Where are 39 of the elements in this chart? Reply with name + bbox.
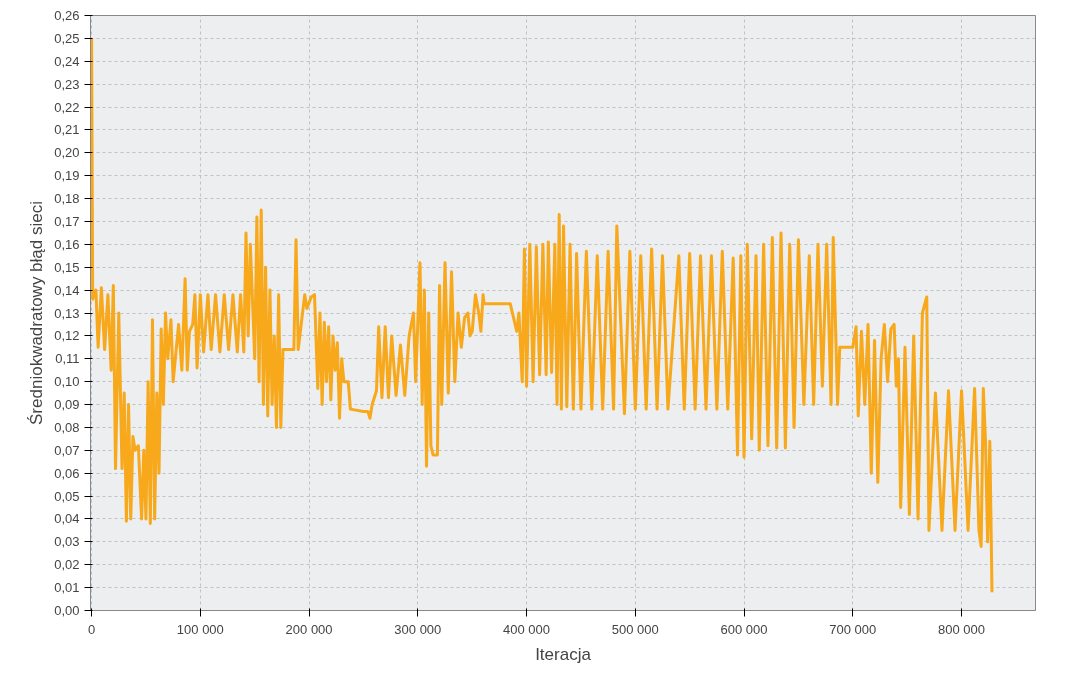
y-tick-label: 0,10 — [54, 374, 80, 390]
y-tick-label: 0,05 — [54, 488, 80, 504]
y-tick-label: 0,03 — [54, 534, 80, 550]
y-tick-label: 0,04 — [54, 511, 80, 527]
x-tick-label: 700 000 — [829, 621, 877, 637]
y-tick-label: 0,14 — [54, 282, 80, 298]
y-tick-label: 0,18 — [54, 191, 80, 207]
y-tick-label: 0,01 — [54, 580, 80, 596]
y-axis-title: Średniokwadratowy błąd sieci — [27, 201, 47, 425]
y-tick-label: 0,15 — [54, 259, 80, 275]
y-tick-label: 0,00 — [54, 603, 80, 618]
x-tick-label: 600 000 — [720, 621, 768, 637]
y-tick-label: 0,25 — [54, 30, 80, 46]
y-tick-label: 0,19 — [54, 168, 80, 184]
y-tick-label: 0,06 — [54, 465, 80, 481]
y-tick-label: 0,07 — [54, 442, 80, 458]
y-tick-label: 0,16 — [54, 236, 80, 252]
y-tick-label: 0,26 — [54, 8, 80, 23]
y-tick-label: 0,09 — [54, 397, 80, 413]
y-tick-label: 0,02 — [54, 557, 80, 573]
y-tick-label: 0,24 — [54, 53, 80, 69]
x-axis-title: Iteracja — [535, 644, 592, 664]
y-tick-label: 0,12 — [54, 328, 80, 344]
line-series — [90, 36, 994, 594]
y-tick-label: 0,13 — [54, 305, 80, 321]
x-tick-label: 200 000 — [285, 621, 333, 637]
y-tick-label: 0,21 — [54, 122, 80, 138]
x-tick-label: 400 000 — [503, 621, 551, 637]
y-tick-label: 0,23 — [54, 76, 80, 92]
y-tick-label: 0,22 — [54, 99, 80, 115]
x-tick-label: 300 000 — [394, 621, 442, 637]
y-tick-label: 0,11 — [55, 351, 80, 367]
x-tick-label: 100 000 — [176, 621, 224, 637]
y-tick-label: 0,17 — [54, 213, 80, 229]
x-tick-label: 800 000 — [938, 621, 986, 637]
y-tick-label: 0,08 — [54, 419, 80, 435]
x-tick-label: 0 — [87, 621, 96, 637]
y-tick-label: 0,20 — [54, 145, 80, 161]
x-tick-label: 500 000 — [611, 621, 659, 637]
